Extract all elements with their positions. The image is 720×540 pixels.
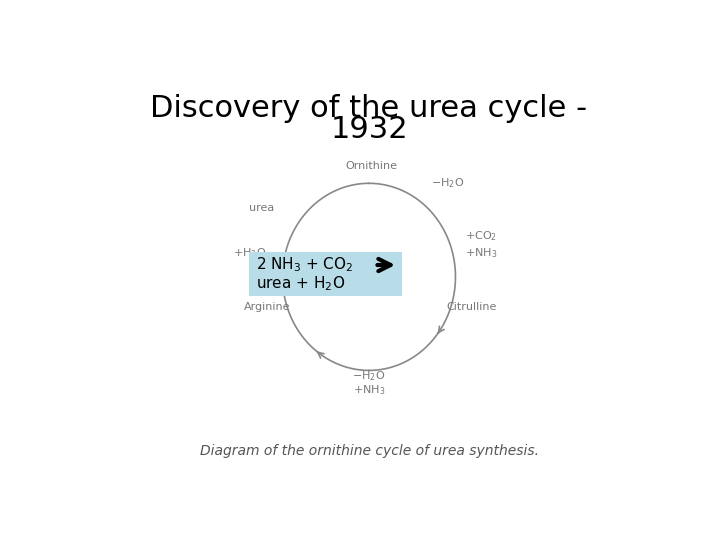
Text: Discovery of the urea cycle -: Discovery of the urea cycle - xyxy=(150,94,588,123)
Text: $+\mathrm{NH_3}$: $+\mathrm{NH_3}$ xyxy=(353,383,385,397)
Text: 1932: 1932 xyxy=(330,114,408,144)
Text: Citrulline: Citrulline xyxy=(446,302,496,312)
Text: urea: urea xyxy=(249,203,274,213)
Text: Diagram of the ornithine cycle of urea synthesis.: Diagram of the ornithine cycle of urea s… xyxy=(199,444,539,458)
FancyBboxPatch shape xyxy=(249,252,402,295)
Text: $+\mathrm{NH_3}$: $+\mathrm{NH_3}$ xyxy=(465,246,498,260)
Text: $-\mathrm{H_2O}$: $-\mathrm{H_2O}$ xyxy=(352,369,386,383)
Text: 2 NH$_3$ + CO$_2$: 2 NH$_3$ + CO$_2$ xyxy=(256,255,353,274)
Text: $+\mathrm{H_2O}$: $+\mathrm{H_2O}$ xyxy=(233,246,266,260)
Text: $+\mathrm{CO_2}$: $+\mathrm{CO_2}$ xyxy=(465,230,497,244)
Text: Ornithine: Ornithine xyxy=(346,161,397,171)
Text: urea + H$_2$O: urea + H$_2$O xyxy=(256,274,345,293)
Text: $-\mathrm{H_2O}$: $-\mathrm{H_2O}$ xyxy=(431,177,464,190)
Text: Arginine: Arginine xyxy=(244,302,291,312)
